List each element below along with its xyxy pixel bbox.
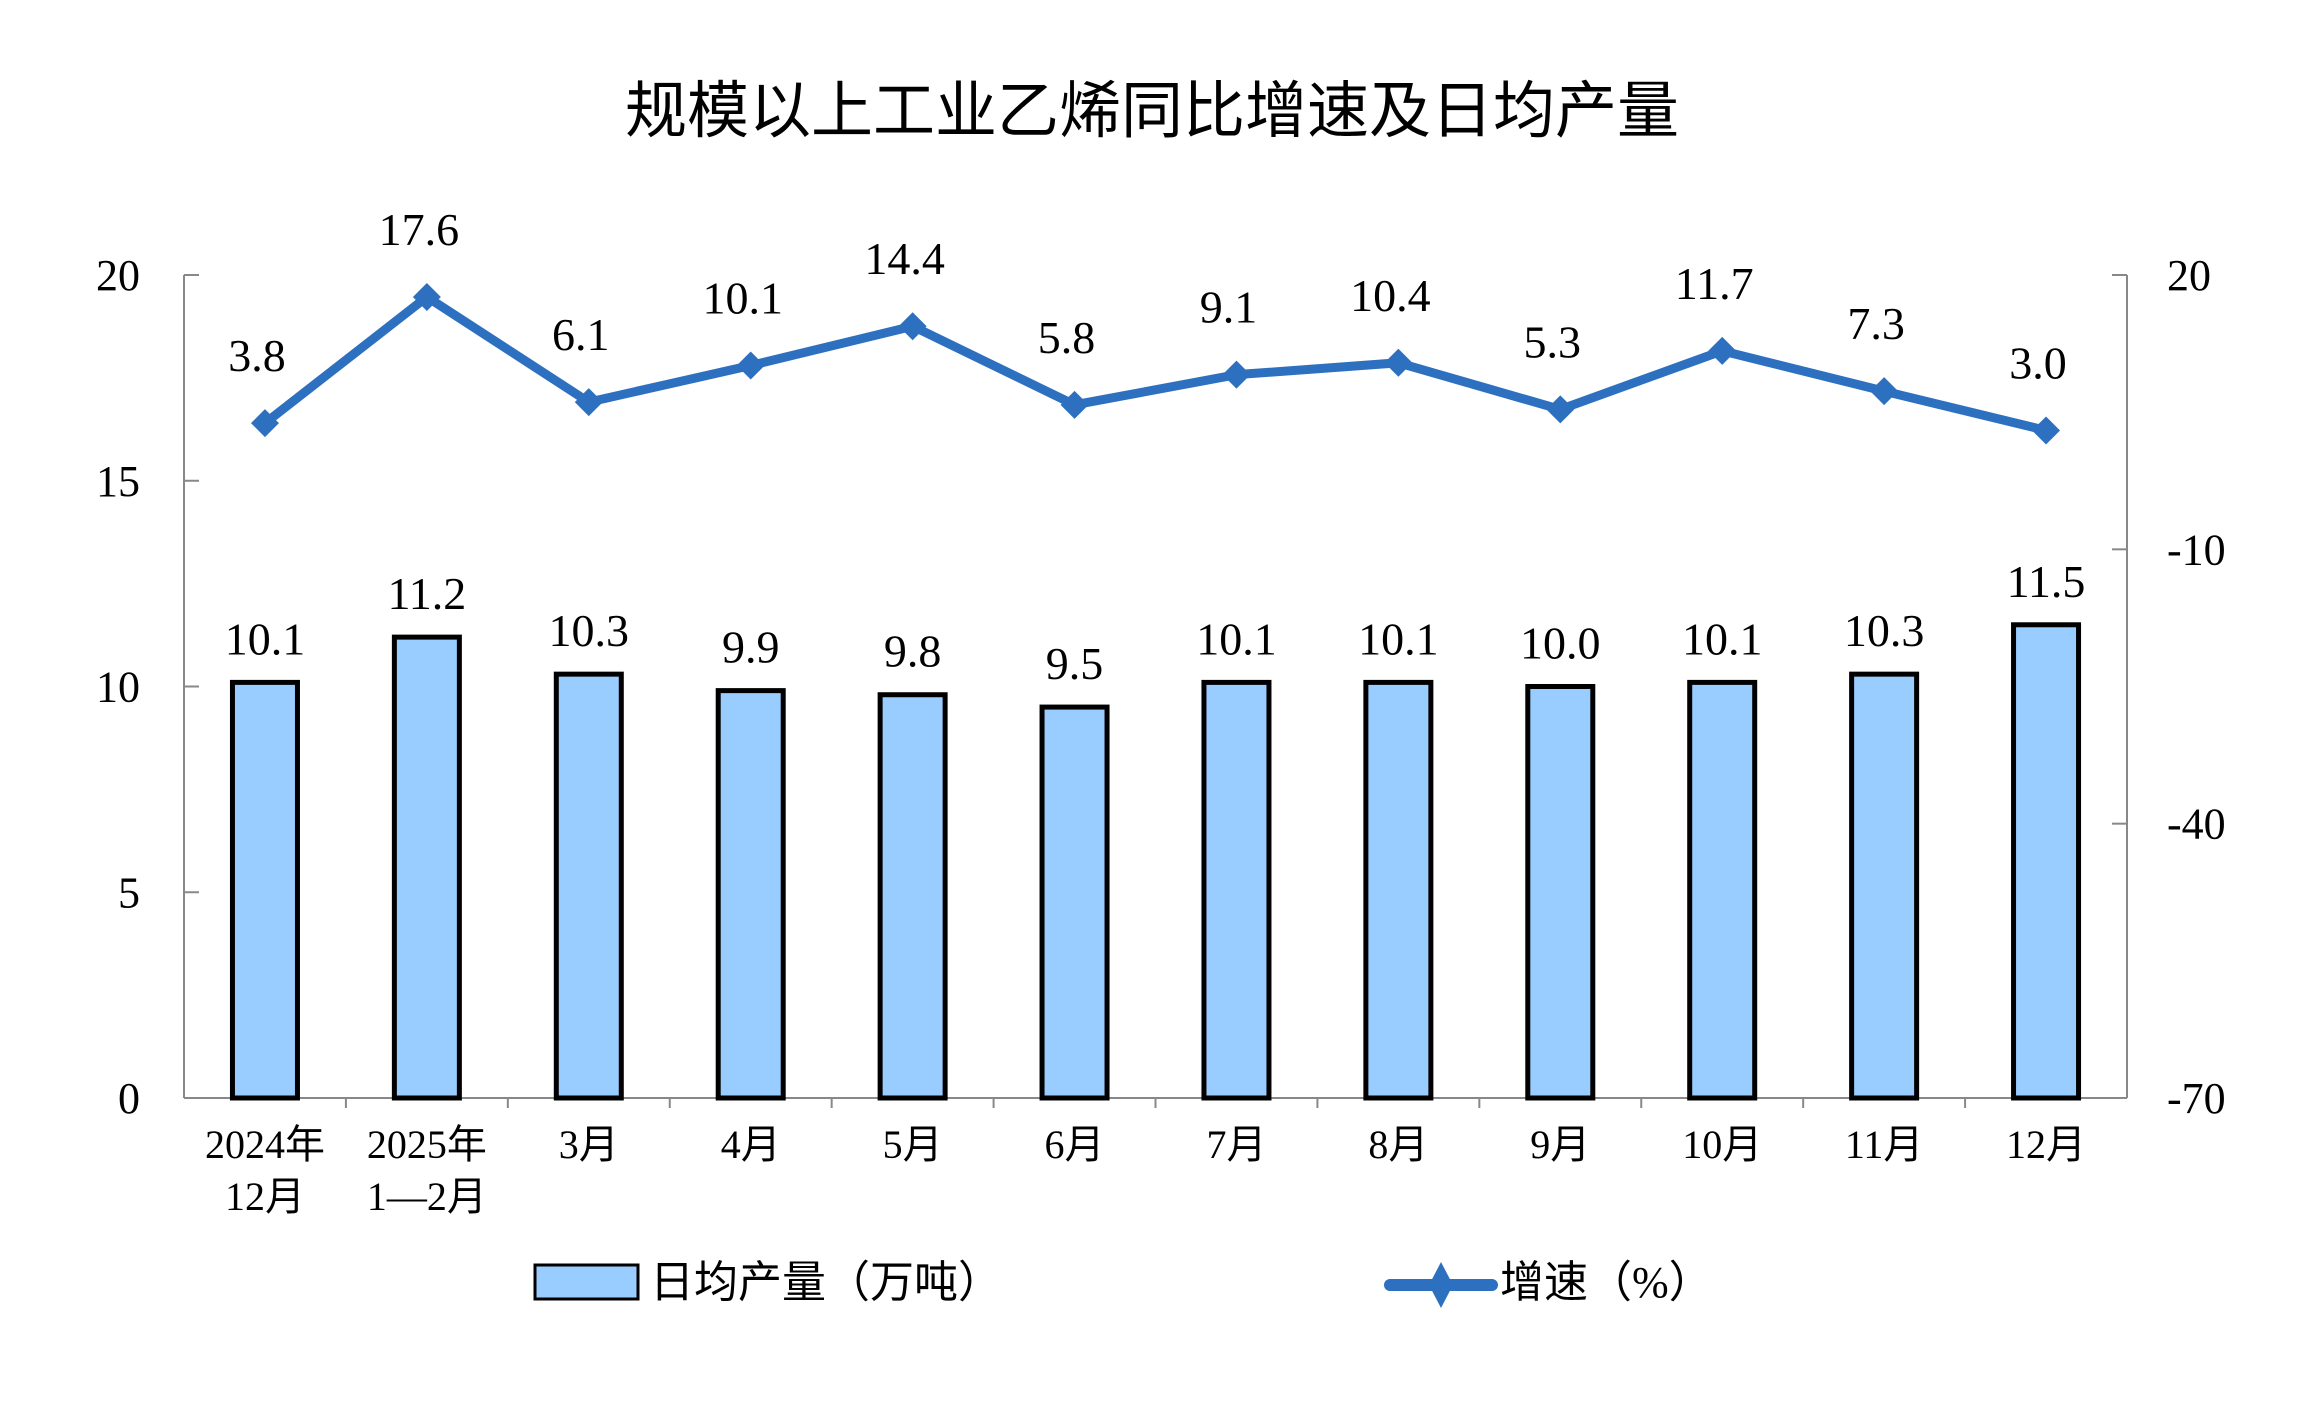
x-tick-label: 5月 — [883, 1122, 943, 1167]
x-tick-label: 2024年 — [205, 1122, 325, 1167]
bar — [1849, 671, 1920, 1101]
bar-data-label: 10.1 — [225, 613, 306, 664]
bar — [2011, 622, 2082, 1101]
bar — [877, 692, 948, 1101]
bar — [391, 634, 462, 1101]
legend-bar-swatch — [533, 1263, 640, 1301]
chart-title: 规模以上工业乙烯同比增速及日均产量 — [624, 74, 1679, 147]
x-tick-label: 11月 — [1845, 1122, 1924, 1167]
line-marker — [250, 409, 279, 438]
bar — [1039, 704, 1110, 1101]
bar — [553, 671, 624, 1101]
line-marker — [736, 351, 765, 380]
x-tick-label: 12月 — [225, 1174, 305, 1219]
bar-data-label: 10.1 — [1358, 613, 1439, 664]
bar-data-label: 10.1 — [1682, 613, 1763, 664]
line-marker — [412, 282, 441, 311]
bar — [229, 679, 300, 1101]
growth-line — [262, 292, 2048, 435]
bar — [1201, 679, 1272, 1101]
line-data-label: 5.3 — [1524, 316, 1582, 367]
legend-line-label: 增速（%） — [1500, 1258, 1713, 1307]
bar-data-label: 10.1 — [1196, 613, 1277, 664]
right-tick-label: -40 — [2167, 800, 2226, 849]
bar-data-label: 9.9 — [722, 622, 780, 673]
x-tick-label: 2025年 — [367, 1122, 487, 1167]
bar — [715, 688, 786, 1101]
bar-data-label: 10.0 — [1520, 618, 1601, 669]
right-tick-label: 20 — [2167, 251, 2211, 300]
bar — [1525, 684, 1596, 1101]
bar-data-label: 11.5 — [2007, 556, 2086, 607]
bar-data-label: 9.8 — [884, 626, 942, 677]
line-data-label: 7.3 — [1847, 298, 1905, 349]
left-tick-label: 20 — [96, 251, 140, 300]
line-marker — [1546, 395, 1575, 424]
bar-data-label: 10.3 — [1844, 605, 1925, 656]
x-tick-label: 9月 — [1530, 1122, 1590, 1167]
line-data-label: 10.4 — [1350, 270, 1431, 321]
bar-data-label: 10.3 — [549, 605, 630, 656]
left-tick-label: 15 — [96, 457, 140, 506]
x-tick-label: 10月 — [1682, 1122, 1762, 1167]
legend-line-marker — [1429, 1262, 1453, 1308]
line-marker — [898, 312, 927, 341]
right-tick-label: -10 — [2167, 525, 2226, 574]
bar-data-label: 11.2 — [387, 568, 466, 619]
x-tick-label: 6月 — [1045, 1122, 1105, 1167]
line-data-label: 17.6 — [379, 204, 460, 255]
legend-bar-label: 日均产量（万吨） — [650, 1258, 1002, 1307]
left-tick-label: 5 — [118, 868, 140, 917]
x-tick-label: 12月 — [2006, 1122, 2086, 1167]
line-marker — [574, 388, 603, 417]
bar — [1687, 679, 1758, 1101]
line-marker — [2032, 416, 2061, 445]
line-marker — [1222, 360, 1251, 389]
left-tick-label: 0 — [118, 1074, 140, 1123]
x-tick-label: 1—2月 — [367, 1174, 487, 1219]
x-tick-label: 7月 — [1206, 1122, 1266, 1167]
line-data-label: 14.4 — [864, 233, 945, 284]
right-tick-label: -70 — [2167, 1074, 2226, 1123]
line-marker — [1384, 348, 1413, 377]
bar-data-label: 9.5 — [1046, 638, 1104, 689]
line-data-label: 10.1 — [702, 273, 783, 324]
line-marker — [1060, 390, 1089, 419]
line-marker — [1708, 336, 1737, 365]
line-data-label: 5.8 — [1038, 312, 1096, 363]
line-data-label: 11.7 — [1675, 258, 1754, 309]
line-data-label: 9.1 — [1200, 282, 1258, 333]
line-marker — [1870, 377, 1899, 406]
x-tick-label: 4月 — [721, 1122, 781, 1167]
bar — [1363, 679, 1434, 1101]
line-data-label: 3.8 — [228, 330, 286, 381]
left-tick-label: 10 — [96, 663, 140, 712]
line-data-label: 3.0 — [2009, 337, 2067, 388]
line-data-label: 6.1 — [552, 309, 610, 360]
x-tick-label: 3月 — [559, 1122, 619, 1167]
x-tick-label: 8月 — [1368, 1122, 1428, 1167]
